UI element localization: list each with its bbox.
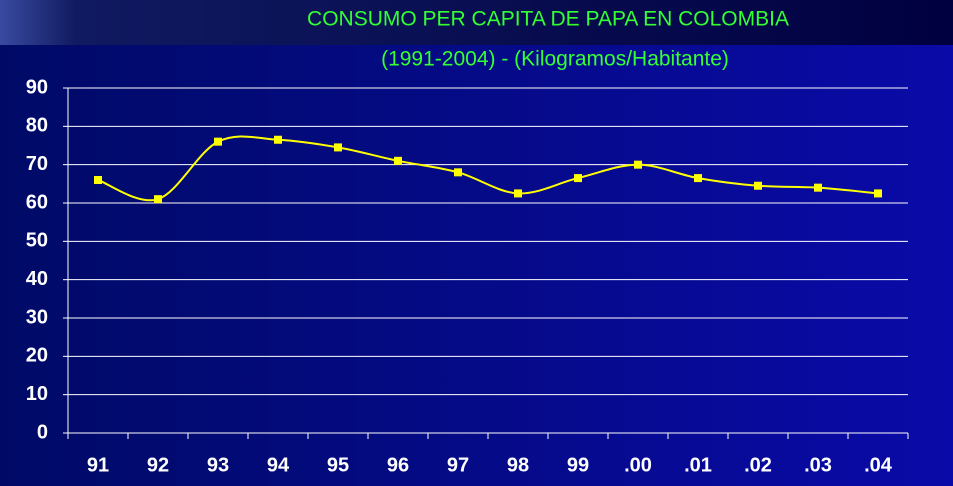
- y-tick-label: 90: [26, 76, 48, 98]
- marker: [94, 176, 102, 184]
- marker: [574, 174, 582, 183]
- x-tick-label: 97: [447, 454, 469, 476]
- y-tick-label: 0: [37, 421, 48, 443]
- marker: [154, 195, 162, 204]
- x-tick-label: 91: [87, 454, 109, 476]
- marker: [334, 143, 342, 152]
- chart-title: CONSUMO PER CAPITA DE PAPA EN COLOMBIA: [307, 8, 789, 31]
- y-tick-label: 20: [26, 345, 48, 367]
- x-tick-label: .02: [744, 454, 772, 476]
- y-tick-label: 50: [26, 230, 48, 252]
- y-tick-label: 70: [26, 153, 48, 175]
- marker: [394, 156, 402, 165]
- x-tick-label: 94: [267, 454, 290, 476]
- x-tick-label: 93: [207, 454, 229, 476]
- chart-subtitle: (1991-2004) - (Kilogramos/Habitante): [381, 48, 729, 71]
- marker: [514, 189, 522, 198]
- y-tick-label: 80: [26, 115, 48, 137]
- x-tick-label: 99: [567, 454, 589, 476]
- y-tick-label: 60: [26, 191, 48, 213]
- x-tick-label: 95: [327, 454, 349, 476]
- y-tick-label: 10: [26, 383, 48, 405]
- x-tick-label: 92: [147, 454, 169, 476]
- marker: [694, 174, 702, 183]
- marker: [814, 183, 822, 192]
- marker: [874, 189, 882, 198]
- x-tick-label: .01: [684, 454, 712, 476]
- y-tick-label: 40: [26, 268, 48, 290]
- x-tick-label: 96: [387, 454, 409, 476]
- x-tick-label: 98: [507, 454, 529, 476]
- marker: [274, 135, 282, 144]
- marker: [214, 137, 222, 146]
- y-tick-label: 30: [26, 306, 48, 328]
- marker: [454, 168, 462, 177]
- title-band: [0, 0, 953, 45]
- marker: [634, 160, 642, 169]
- x-tick-label: .04: [864, 454, 893, 476]
- x-tick-label: .00: [624, 454, 652, 476]
- marker: [754, 181, 762, 190]
- x-tick-label: .03: [804, 454, 832, 476]
